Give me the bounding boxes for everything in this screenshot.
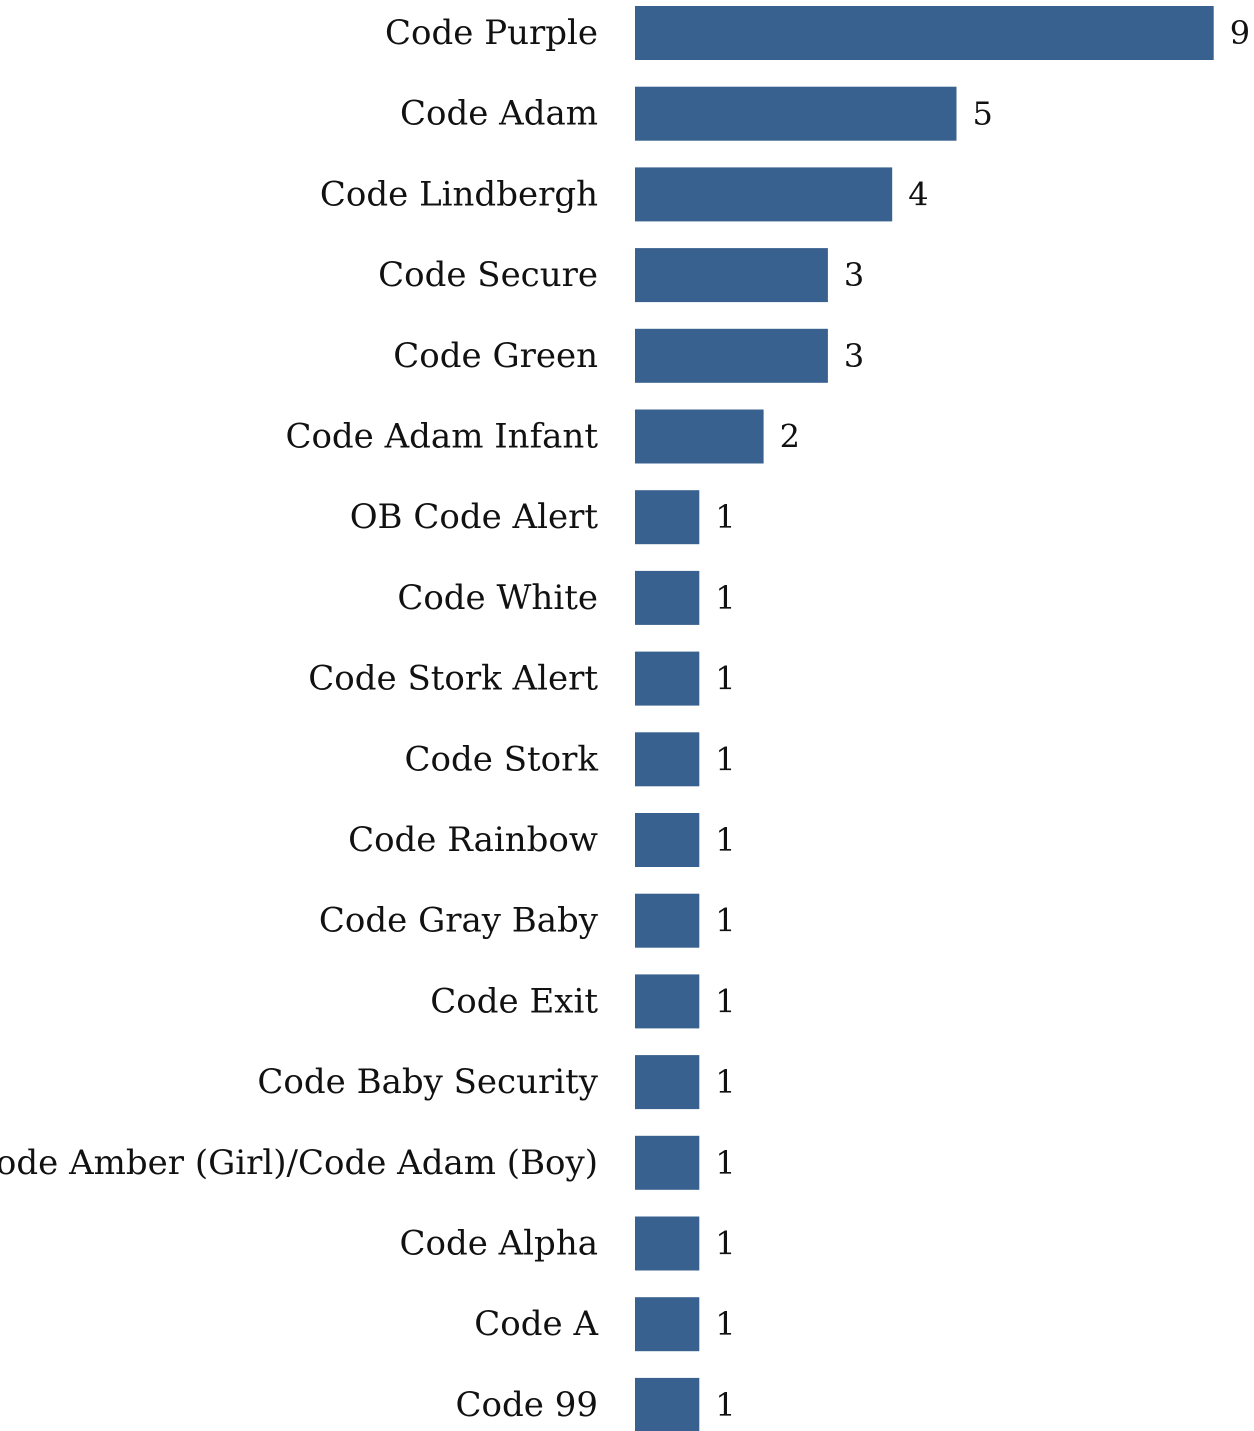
bar-3-code-secure <box>635 248 828 303</box>
value-label: 1 <box>715 1225 735 1263</box>
value-label: 1 <box>715 579 735 617</box>
value-label: 1 <box>715 982 735 1020</box>
value-label: 1 <box>715 660 735 698</box>
category-label: Code Exit <box>430 981 598 1021</box>
bar-16-code-a <box>635 1297 700 1352</box>
category-label: Code 99 <box>456 1385 598 1425</box>
value-labels: 9 5 4 3 3 2 1 1 1 1 1 1 1 1 1 1 1 1 <box>715 14 1250 1424</box>
value-label: 1 <box>715 902 735 940</box>
value-label: 1 <box>715 1144 735 1182</box>
value-label: 1 <box>715 821 735 859</box>
bar-9-code-stork <box>635 732 700 787</box>
bar-0-code-purple <box>635 6 1214 60</box>
bar-12-code-exit <box>635 974 700 1029</box>
bar-8-code-stork-alert <box>635 651 700 706</box>
category-label: Code Adam <box>400 94 598 134</box>
bar-6-ob-code-alert <box>635 490 700 545</box>
category-label: OB Code Alert <box>350 497 599 537</box>
category-label: Code Adam Infant <box>285 417 598 457</box>
value-label: 5 <box>973 95 993 133</box>
bar-10-code-rainbow <box>635 813 700 867</box>
value-label: 3 <box>844 256 864 294</box>
value-label: 4 <box>908 175 928 213</box>
bar-11-code-gray-baby <box>635 893 700 948</box>
category-label: Code Amber (Girl)/Code Adam (Boy) <box>0 1143 598 1183</box>
category-label: Code Stork <box>405 739 599 779</box>
category-label: Code A <box>474 1304 598 1344</box>
bar-7-code-white <box>635 570 700 625</box>
bar-17-code-99 <box>635 1377 700 1431</box>
category-label: Code Baby Security <box>257 1062 598 1102</box>
category-labels: Code Purple Code Adam Code Lindbergh Code S… <box>0 13 599 1425</box>
category-label: Code Gray Baby <box>319 901 599 941</box>
value-label: 3 <box>844 337 864 375</box>
value-label: 9 <box>1230 14 1250 52</box>
category-label: Code Lindbergh <box>320 174 598 214</box>
value-label: 2 <box>780 418 800 456</box>
category-label: Code Stork Alert <box>308 659 598 699</box>
value-label: 1 <box>715 740 735 778</box>
bar-15-code-alpha <box>635 1216 700 1271</box>
bars-layer <box>635 6 1214 1431</box>
bar-2-code-lindbergh <box>635 167 893 222</box>
bar-13-code-baby-security <box>635 1055 700 1110</box>
bar-5-code-adam-infant <box>635 409 764 464</box>
category-label: Code Purple <box>385 13 598 53</box>
bar-4-code-green <box>635 328 828 383</box>
category-label: Code Rainbow <box>348 820 598 860</box>
category-label: Code Alpha <box>399 1224 598 1264</box>
category-label: Code Green <box>393 336 598 376</box>
value-label: 1 <box>715 1386 735 1424</box>
value-label: 1 <box>715 498 735 536</box>
bar-14-code-amber-girl-code-adam-boy <box>635 1135 700 1190</box>
value-label: 1 <box>715 1063 735 1101</box>
category-label: Code Secure <box>378 255 598 295</box>
bar-1-code-adam <box>635 86 957 141</box>
category-label: Code White <box>397 578 598 618</box>
value-label: 1 <box>715 1305 735 1343</box>
